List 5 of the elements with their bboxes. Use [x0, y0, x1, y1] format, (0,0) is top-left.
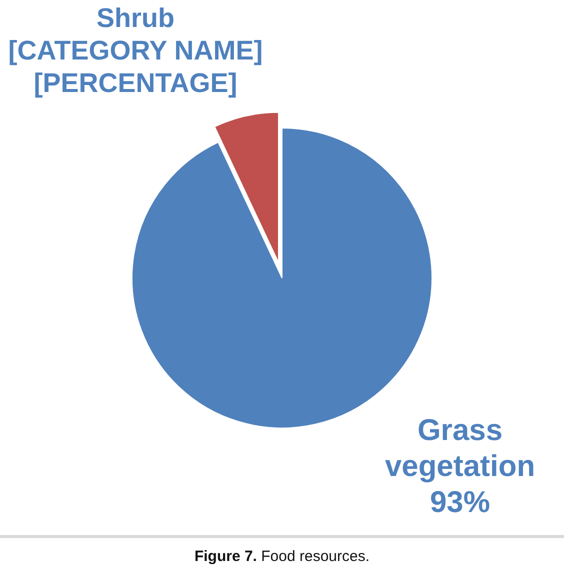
caption: Figure 7. Food resources. — [194, 548, 370, 565]
slice-label: Grass vegetation — [384, 414, 536, 483]
data-label: [CATEGORY NAME] [PERCENTAGE] — [8, 36, 263, 98]
slice-label: Shrub — [96, 3, 174, 34]
data-label: 93% — [430, 486, 490, 519]
